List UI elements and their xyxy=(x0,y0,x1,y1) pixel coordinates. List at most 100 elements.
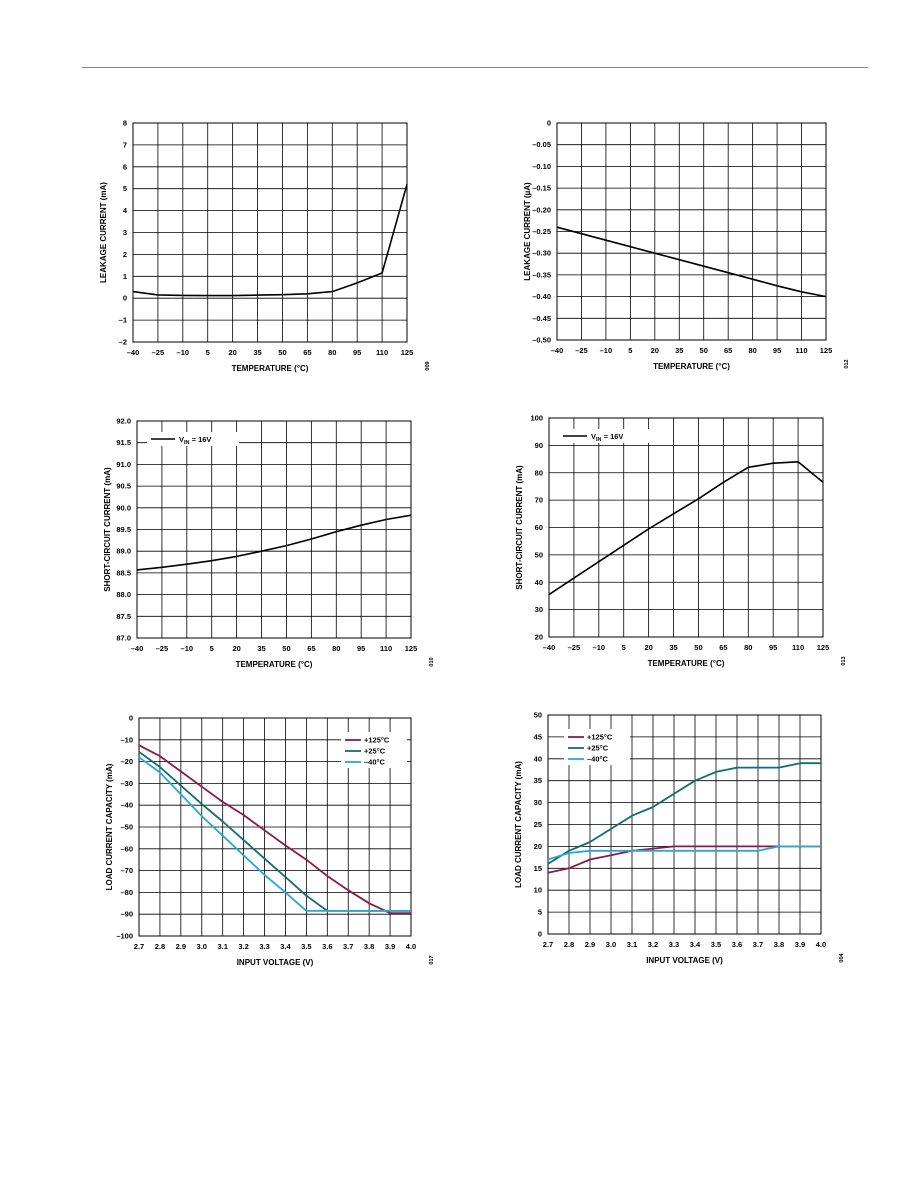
x-tick-label: 3.7 xyxy=(343,942,353,951)
legend-label: +25°C xyxy=(364,747,386,756)
x-tick-label: –10 xyxy=(177,348,190,357)
x-tick-label: –40 xyxy=(543,643,556,652)
y-axis-label: LEAKAGE CURRENT (mA) xyxy=(99,182,108,283)
y-tick-label: 1 xyxy=(123,272,127,281)
y-tick-label: –50 xyxy=(120,823,133,832)
y-tick-label: 3 xyxy=(123,228,127,237)
x-tick-label: 3.4 xyxy=(690,940,701,949)
legend-label: –40°C xyxy=(587,755,609,764)
y-axis-label: SHORT-CIRCUIT CURRENT (mA) xyxy=(103,467,112,592)
x-tick-label: 80 xyxy=(748,346,756,355)
x-tick-label: –40 xyxy=(551,346,564,355)
y-tick-label: –100 xyxy=(116,932,133,941)
legend-label: +25°C xyxy=(587,744,609,753)
x-tick-label: –40 xyxy=(131,644,144,653)
figure-code: 009 xyxy=(425,361,431,370)
x-tick-label: 3.7 xyxy=(753,940,763,949)
x-tick-label: 65 xyxy=(307,644,315,653)
x-tick-label: 4.0 xyxy=(406,942,416,951)
legend-label: –40°C xyxy=(364,758,386,767)
y-tick-label: 100 xyxy=(530,414,543,423)
y-tick-label: 87.0 xyxy=(116,634,131,643)
y-tick-label: 30 xyxy=(534,798,542,807)
x-tick-label: 65 xyxy=(719,643,727,652)
y-tick-label: 89.0 xyxy=(116,547,131,556)
y-tick-label: –60 xyxy=(120,844,133,853)
y-axis-label: SHORT-CIRCUIT CURRENT (mA) xyxy=(515,465,524,590)
y-tick-label: 88.0 xyxy=(116,590,131,599)
x-tick-label: 5 xyxy=(622,643,626,652)
y-tick-label: –20 xyxy=(120,757,133,766)
y-tick-label: 80 xyxy=(535,468,543,477)
y-tick-label: –30 xyxy=(120,779,133,788)
y-tick-label: 0 xyxy=(547,119,551,128)
x-tick-label: 35 xyxy=(257,644,265,653)
x-tick-label: 125 xyxy=(820,346,833,355)
y-tick-label: 50 xyxy=(534,711,542,720)
x-axis-label: TEMPERATURE (°C) xyxy=(232,364,309,373)
series-line xyxy=(547,845,821,861)
y-tick-label: 2 xyxy=(123,250,127,259)
y-tick-label: 92.0 xyxy=(116,417,131,426)
figure-code: 012 xyxy=(844,359,850,368)
y-tick-label: –10 xyxy=(120,735,133,744)
y-axis-label: LEAKAGE CURRENT (µA) xyxy=(523,182,532,281)
y-axis-label: LOAD CURRENT CAPACITY (mA) xyxy=(514,761,523,888)
y-tick-label: –0.45 xyxy=(532,314,551,323)
x-axis-label: TEMPERATURE (°C) xyxy=(236,660,313,669)
y-tick-label: –0.05 xyxy=(532,140,551,149)
series-line xyxy=(136,514,412,571)
y-tick-label: 25 xyxy=(534,820,542,829)
y-tick-label: –0.40 xyxy=(532,292,551,301)
x-tick-label: 3.5 xyxy=(301,942,311,951)
x-tick-label: 50 xyxy=(282,644,290,653)
x-tick-label: 95 xyxy=(353,348,361,357)
y-tick-label: 90.5 xyxy=(116,482,131,491)
figure-code: 010 xyxy=(429,657,435,666)
y-axis-label: LOAD CURRENT CAPACITY (mA) xyxy=(105,763,114,890)
x-tick-label: 3.0 xyxy=(606,940,616,949)
y-tick-label: 15 xyxy=(534,864,542,873)
y-tick-label: 4 xyxy=(123,206,128,215)
x-tick-label: 125 xyxy=(401,348,414,357)
x-tick-label: 3.5 xyxy=(711,940,721,949)
y-tick-label: 10 xyxy=(534,886,542,895)
y-tick-label: –40 xyxy=(120,801,133,810)
figure-code: 004 xyxy=(839,952,845,962)
y-tick-label: 87.5 xyxy=(116,612,131,621)
x-tick-label: 80 xyxy=(328,348,336,357)
y-tick-label: 40 xyxy=(535,578,543,587)
x-tick-label: 80 xyxy=(332,644,340,653)
x-tick-label: 2.7 xyxy=(543,940,553,949)
x-tick-label: –25 xyxy=(575,346,588,355)
y-tick-label: –0.50 xyxy=(532,336,551,345)
x-tick-label: 5 xyxy=(206,348,210,357)
x-tick-label: –40 xyxy=(127,348,140,357)
x-tick-label: –10 xyxy=(593,643,606,652)
x-tick-label: 3.8 xyxy=(364,942,374,951)
y-tick-label: –70 xyxy=(120,866,133,875)
y-tick-label: 88.5 xyxy=(116,568,131,577)
x-tick-label: –10 xyxy=(600,346,613,355)
y-tick-label: 35 xyxy=(534,776,542,785)
y-tick-label: 90.0 xyxy=(116,503,131,512)
x-axis-label: INPUT VOLTAGE (V) xyxy=(237,958,314,967)
x-tick-label: 125 xyxy=(405,644,418,653)
legend-label: VIN = 16V xyxy=(591,432,623,443)
y-tick-label: 91.0 xyxy=(116,460,131,469)
x-tick-label: 110 xyxy=(376,348,388,357)
legend-background xyxy=(147,432,239,446)
legend-label: +125°C xyxy=(364,736,390,745)
y-tick-label: –90 xyxy=(120,910,133,919)
x-tick-label: 65 xyxy=(724,346,732,355)
x-tick-label: 4.0 xyxy=(816,940,826,949)
series-line xyxy=(548,460,824,596)
x-tick-label: 5 xyxy=(210,644,214,653)
x-tick-label: 95 xyxy=(357,644,365,653)
y-tick-label: 91.5 xyxy=(116,438,131,447)
legend-background xyxy=(559,429,651,443)
y-tick-label: –80 xyxy=(120,888,133,897)
